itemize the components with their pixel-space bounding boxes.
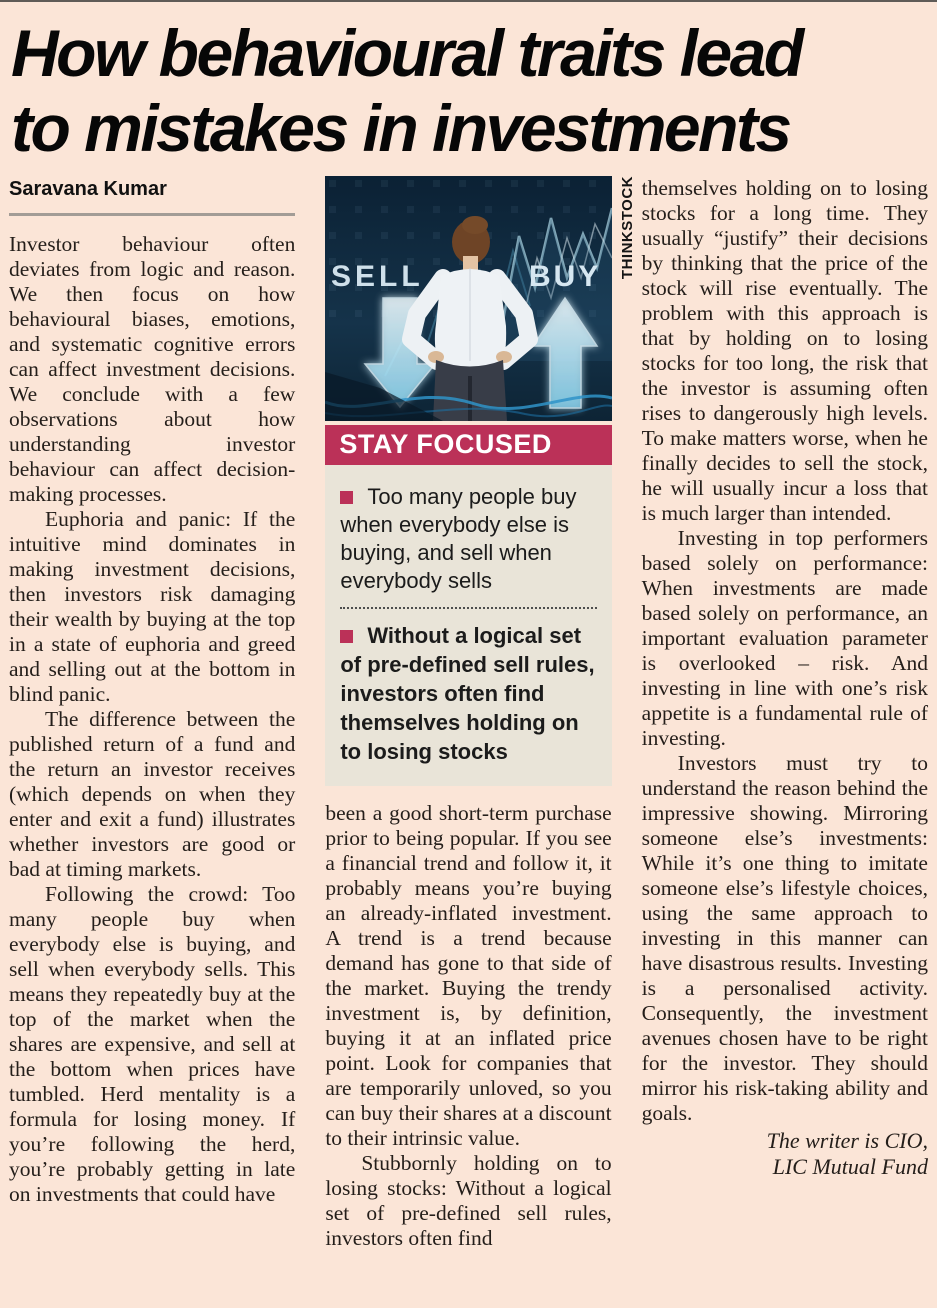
article-paragraph: themselves holding on to losing stocks f… (641, 176, 928, 526)
column-3: themselves holding on to losing stocks f… (642, 176, 928, 1180)
article-paragraph: Investing in top performers based solely… (641, 526, 928, 751)
column-2: SELL BUY (325, 176, 636, 1251)
writer-credit-line-2: LIC Mutual Fund (772, 1154, 928, 1180)
bottom-wave-decoration (325, 372, 613, 422)
buy-up-arrow-icon (531, 297, 599, 410)
article-paragraph: Stubbornly holding on to losing stocks: … (325, 1151, 612, 1251)
headline-line-2: to mistakes in investments (11, 91, 792, 166)
buy-label: BUY (529, 260, 601, 293)
trading-screen-photo: SELL BUY (325, 176, 613, 422)
callout-bullet-text: Without a logical set of pre-defined sel… (340, 623, 595, 765)
photo: SELL BUY (325, 176, 636, 422)
photo-credit: THINKSTOCK (618, 176, 636, 280)
byline: Saravana Kumar (9, 178, 167, 201)
bullet-square-icon (340, 491, 354, 505)
writer-credit-line-1: The writer is CIO, (766, 1128, 928, 1154)
writer-credit: The writer is CIO, LIC Mutual Fund (642, 1128, 928, 1180)
article-columns: Saravana Kumar Investor behaviour often … (9, 176, 928, 1251)
byline-rule (9, 213, 296, 217)
bullet-square-icon (340, 630, 354, 644)
article-paragraph: Euphoria and panic: If the intuitive min… (9, 507, 296, 707)
callout-banner-title: STAY FOCUSED (325, 425, 612, 466)
bullet-divider (340, 607, 597, 610)
callout-bullet-text: Too many people buy when everybody else … (340, 484, 577, 594)
headline-line-1: How behavioural traits lead (11, 16, 804, 90)
column-1: Saravana Kumar Investor behaviour often … (9, 176, 296, 1207)
article-paragraph: Investors must try to understand the rea… (641, 751, 928, 1126)
article-paragraph: Following the crowd: Too many people buy… (9, 882, 296, 1207)
callout-bullet: Too many people buy when everybody else … (340, 483, 596, 595)
callout-bullet: Without a logical set of pre-defined sel… (340, 621, 596, 766)
sell-label: SELL (331, 260, 424, 293)
article-paragraph: Investor behaviour often deviates from l… (9, 232, 296, 507)
callout-box: Too many people buy when everybody else … (325, 465, 612, 787)
article-paragraph: been a good short-term purchase prior to… (325, 801, 612, 1151)
page-title: How behavioural traits lead to mistakes … (11, 16, 928, 166)
article-paragraph: The difference between the published ret… (9, 707, 296, 882)
